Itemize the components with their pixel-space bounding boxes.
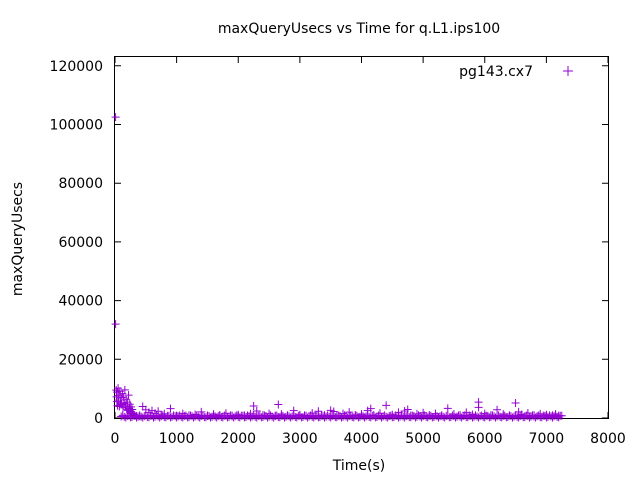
legend-marker xyxy=(563,66,573,76)
data-point xyxy=(274,400,282,408)
x-axis-label: Time(s) xyxy=(332,458,385,474)
y-tick-label: 0 xyxy=(94,411,103,427)
data-point xyxy=(166,405,174,413)
series-pg143-cx7 xyxy=(112,113,566,421)
y-tick-label: 20000 xyxy=(58,352,103,368)
x-axis: 0 1000 2000 3000 4000 5000 6000 7000 8000 xyxy=(111,57,626,447)
legend-label: pg143.cx7 xyxy=(459,64,533,80)
data-point xyxy=(475,403,483,411)
data-point xyxy=(512,399,520,407)
data-point xyxy=(444,404,452,412)
x-tick-label: 6000 xyxy=(467,431,503,447)
x-tick-label: 1000 xyxy=(159,431,195,447)
x-tick-label: 3000 xyxy=(282,431,318,447)
y-tick-label: 60000 xyxy=(58,235,103,251)
x-tick-label: 7000 xyxy=(529,431,565,447)
data-point xyxy=(382,401,390,409)
chart-title: maxQueryUsecs vs Time for q.L1.ips100 xyxy=(218,21,500,37)
y-tick-label: 100000 xyxy=(50,118,103,134)
x-tick-label: 2000 xyxy=(220,431,256,447)
y-tick-label: 80000 xyxy=(58,176,103,192)
y-axis: 0 20000 40000 60000 80000 100000 120000 xyxy=(50,59,608,427)
data-point xyxy=(112,320,120,328)
y-tick-label: 40000 xyxy=(58,294,103,310)
y-axis-label: maxQueryUsecs xyxy=(10,182,26,296)
legend: pg143.cx7 xyxy=(459,64,573,80)
data-point xyxy=(112,113,120,121)
x-tick-label: 8000 xyxy=(590,431,626,447)
x-tick-label: 4000 xyxy=(344,431,380,447)
y-tick-label: 120000 xyxy=(50,59,103,75)
plot-frame xyxy=(115,57,609,419)
x-tick-label: 5000 xyxy=(405,431,441,447)
x-tick-label: 0 xyxy=(111,431,120,447)
